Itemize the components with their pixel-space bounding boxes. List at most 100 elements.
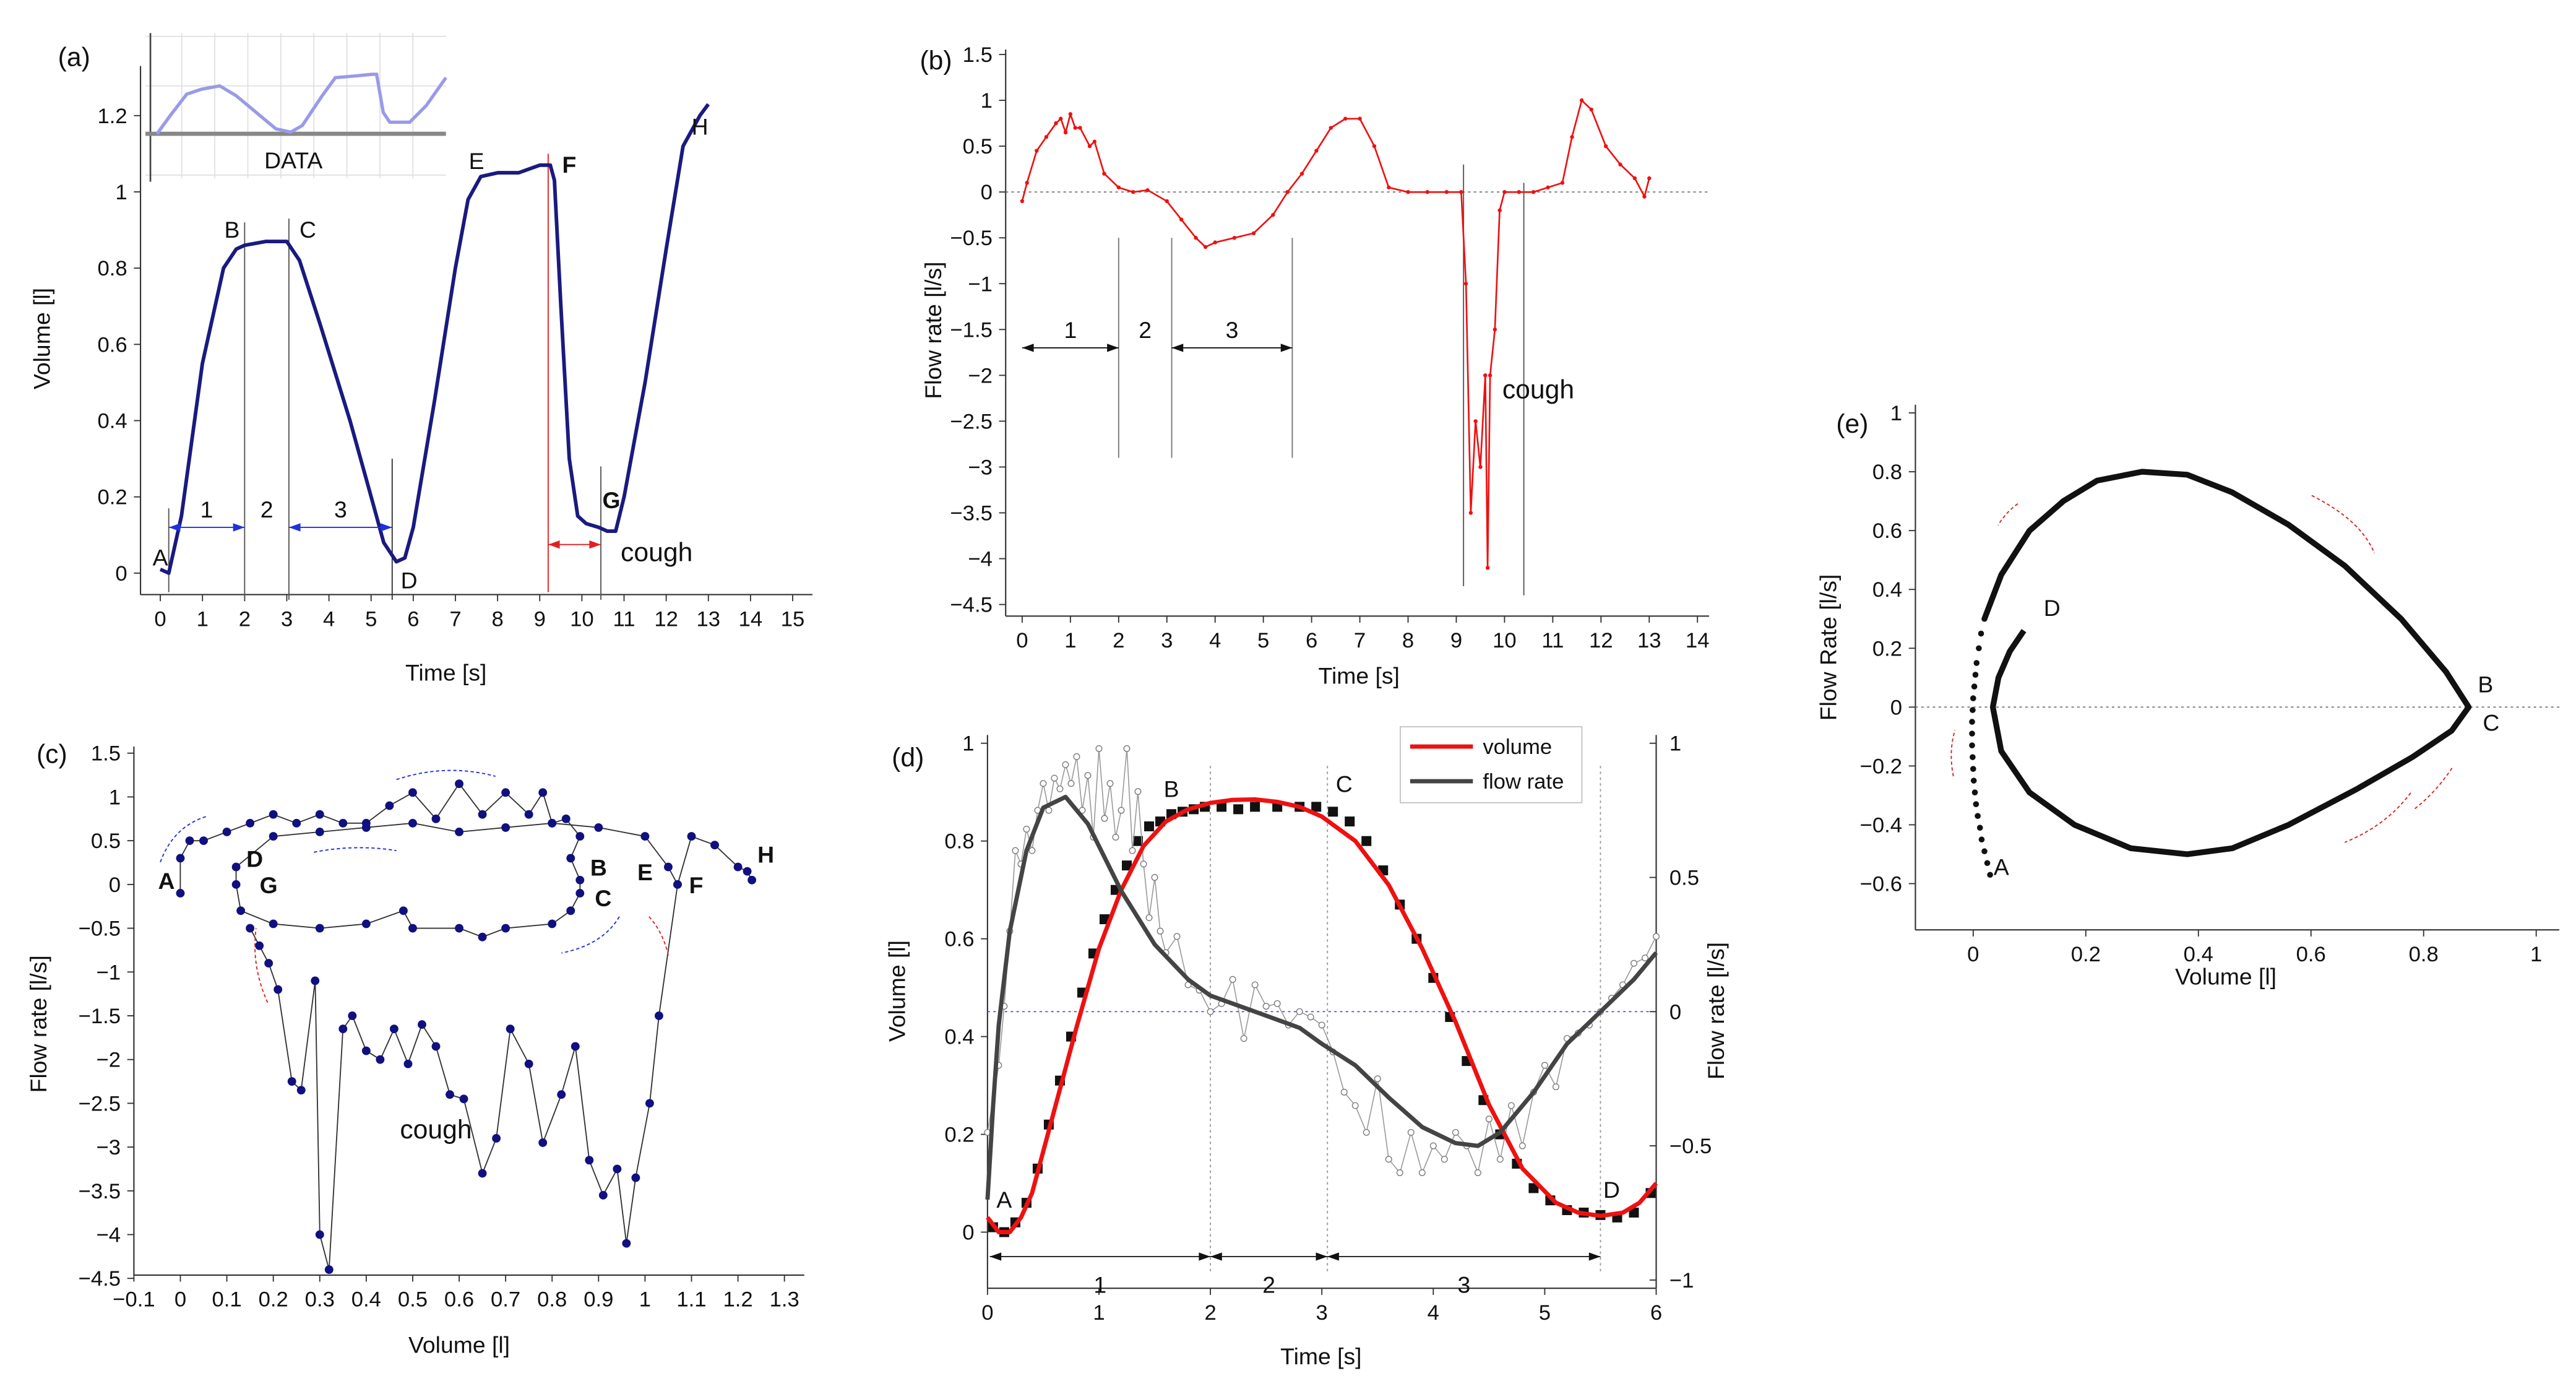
direction-arrow-icon <box>1950 730 1956 777</box>
direction-arrow-icon <box>254 928 269 1003</box>
y-tick-label: 0 <box>109 873 121 897</box>
point-label: A <box>996 1187 1012 1213</box>
data-point <box>264 959 274 968</box>
y-tick-label: 0.2 <box>98 486 127 509</box>
data-point <box>506 1024 515 1034</box>
data-point <box>1496 1156 1504 1163</box>
x-tick-label: 4 <box>323 607 335 631</box>
data-point <box>1975 813 1981 819</box>
data-point <box>1140 860 1147 868</box>
x-tick-label: 3 <box>1316 1301 1328 1325</box>
data-point <box>1314 149 1319 153</box>
data-point <box>1603 144 1608 149</box>
data-point <box>1299 171 1304 176</box>
y-tick-label: 0.2 <box>944 1123 974 1147</box>
data-point <box>575 875 585 885</box>
series-line <box>1021 99 1650 569</box>
point-label: C <box>2483 709 2499 735</box>
data-point <box>1285 189 1290 194</box>
point-label: E <box>469 148 485 174</box>
data-point <box>1078 126 1082 130</box>
x-tick-label: −0.1 <box>113 1288 155 1312</box>
data-point <box>1630 959 1637 967</box>
data-point <box>236 906 246 916</box>
data-point <box>1552 1083 1559 1091</box>
series-line <box>249 884 678 1271</box>
point-label: D <box>401 568 418 594</box>
arrowhead <box>1280 344 1293 352</box>
data-point <box>269 832 278 841</box>
y-tick-label: −2.5 <box>950 410 992 433</box>
data-point <box>315 1230 324 1239</box>
x-tick-label: 13 <box>696 607 720 631</box>
y-tick-label: 1.5 <box>963 43 993 67</box>
data-point <box>1463 282 1468 286</box>
y-tick-label: −1.5 <box>79 1005 121 1028</box>
data-point <box>622 1239 631 1248</box>
data-point <box>1363 1128 1370 1136</box>
x-tick-label: 1 <box>1093 1301 1105 1325</box>
data-point <box>231 862 241 872</box>
arrowhead <box>1107 344 1119 352</box>
interval-label: 1 <box>1093 1272 1106 1298</box>
y-tick-label: 1 <box>115 181 127 204</box>
x-tick-label: 4 <box>1428 1301 1439 1325</box>
data-point <box>1970 707 1976 713</box>
data-point <box>1969 742 1975 748</box>
x-tick-label: 10 <box>570 607 594 631</box>
data-point <box>389 1024 398 1034</box>
data-point <box>1474 1169 1481 1176</box>
x-tick-label: 11 <box>1541 629 1564 652</box>
x-tick-label: 0.4 <box>351 1288 381 1312</box>
legend: volume flow rate <box>1400 726 1583 803</box>
data-point <box>246 924 255 933</box>
data-point <box>1507 1102 1515 1109</box>
data-point <box>1642 194 1647 199</box>
series-volume <box>159 103 710 575</box>
legend-label: volume <box>1483 735 1552 759</box>
series-volume <box>986 797 1658 1234</box>
data-point <box>1040 780 1047 787</box>
data-point <box>1271 213 1275 217</box>
data-point <box>1173 933 1181 940</box>
series-flow-rate-raw- <box>984 745 1660 1176</box>
x-tick-label: 1 <box>2530 943 2542 966</box>
data-point <box>403 1059 413 1068</box>
data-point <box>548 919 557 929</box>
data-point <box>1329 126 1333 130</box>
x-tick-label: 3 <box>1161 629 1173 652</box>
data-point <box>538 1138 548 1147</box>
data-point <box>654 1011 663 1020</box>
data-point <box>1407 1128 1415 1136</box>
x-tick-label: 1.1 <box>676 1288 706 1312</box>
data-point <box>1307 1013 1314 1021</box>
x-tick-label: 0.6 <box>2296 943 2326 966</box>
data-point <box>1217 802 1227 812</box>
y-tick-label: 0.8 <box>944 830 974 854</box>
y-tick-label-right: 0 <box>1669 1000 1681 1024</box>
data-point <box>1978 836 1985 843</box>
interval-label: 2 <box>1262 1272 1275 1298</box>
x-tick-label: 0.4 <box>2184 943 2213 966</box>
x-tick-label: 14 <box>739 607 763 631</box>
data-point <box>1116 185 1121 189</box>
y-tick-label-right: 0.5 <box>1669 867 1699 890</box>
y-tick-label: −4 <box>968 548 993 571</box>
data-point <box>1441 1156 1448 1163</box>
y-tick-label: 0.8 <box>1872 461 1902 484</box>
point-label: B <box>224 217 239 243</box>
data-point <box>324 1265 334 1275</box>
arrowhead <box>233 523 245 532</box>
data-point <box>287 1077 296 1086</box>
x-tick-label: 1 <box>1064 629 1076 652</box>
data-point <box>315 924 324 933</box>
data-point <box>1971 683 1978 690</box>
direction-arrow-icon <box>1997 503 2018 526</box>
x-tick-label: 0 <box>174 1288 186 1312</box>
point-label: C <box>1336 771 1353 797</box>
data-point <box>1203 245 1208 249</box>
data-point <box>1987 872 1993 878</box>
data-point <box>1358 116 1362 121</box>
data-point <box>1145 188 1150 193</box>
direction-arrow-icon <box>314 847 397 853</box>
